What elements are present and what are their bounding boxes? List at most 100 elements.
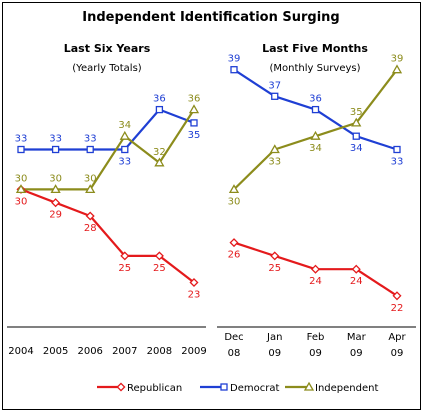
data-label-republican: 22 [391,303,404,314]
x-tick-label: 2004 [8,346,33,357]
legend-label: Independent [315,383,378,394]
data-label-democrat: 36 [153,94,166,105]
x-tick-label: 2007 [112,346,137,357]
data-point-democrat [393,145,401,154]
data-point-independent [269,144,280,154]
data-label-independent: 36 [188,94,201,105]
data-point-republican [120,251,130,261]
x-tick-label: Jan [266,332,282,343]
data-point-independent [154,157,165,167]
data-point-republican [85,211,95,221]
data-label-democrat: 33 [15,134,28,145]
data-label-democrat: 33 [49,134,62,145]
left-panel-subtitle: (Yearly Totals) [72,63,142,74]
data-label-independent: 30 [49,173,62,184]
series-line-republican [20,188,195,284]
data-point-democrat [17,145,25,154]
data-point-republican [51,198,61,208]
data-label-democrat: 33 [391,157,404,168]
data-point-republican [189,277,199,288]
x-tick-label: Apr [388,332,406,343]
data-point-republican [310,264,321,274]
legend-item-independent: Independent [285,381,378,394]
data-label-independent: 32 [153,147,166,158]
data-label-republican: 26 [228,250,241,261]
data-point-independent [351,117,362,127]
data-point-independent [228,184,240,194]
data-point-republican [351,264,361,274]
data-point-independent [50,184,61,194]
data-label-independent: 34 [309,143,322,154]
data-point-democrat [311,105,320,114]
x-tick-label: Feb [307,332,325,343]
data-point-democrat [155,105,164,114]
data-label-independent: 35 [350,107,363,118]
data-label-republican: 25 [153,263,166,274]
right-panel-subtitle: (Monthly Surveys) [269,63,360,74]
series-line-independent [21,109,195,191]
legend-marker-independent [303,381,315,391]
data-label-democrat: 33 [118,157,131,168]
legend-label: Democrat [230,383,279,394]
legend-marker-republican [116,382,126,392]
x-tick-label: 09 [391,348,404,359]
left-panel-title: Last Six Years [64,42,151,55]
panel-0: 2004 2005 2006 2007 2008 2009 30 29 28 25 25 23 33 33… [8,94,206,357]
series-line-democrat [21,108,195,151]
data-point-democrat [230,66,238,74]
legend-label: Republican [127,383,182,394]
x-tick-label: Dec [224,332,243,343]
x-tick-label: 2008 [147,346,172,357]
x-tick-label: 2005 [43,346,68,357]
x-tick-label: 08 [228,348,241,359]
data-point-republican [229,238,239,248]
data-label-independent: 33 [268,157,281,168]
panel-1: Dec 08 Jan 09 Feb 09 Mar 09 Apr 09 26 25 24 24 22 39 37 3… [224,54,406,359]
data-point-democrat [86,145,94,154]
data-label-republican: 29 [49,210,62,221]
data-point-republican [154,251,164,261]
data-point-independent [15,184,27,194]
data-label-republican: 24 [350,276,363,287]
data-point-independent [119,130,130,140]
x-tick-label: Mar [347,332,367,343]
data-point-democrat [352,132,360,140]
chart-title: Independent Identification Surging [82,10,339,25]
data-label-independent: 30 [15,173,28,184]
data-label-independent: 30 [228,196,241,207]
x-tick-label: 09 [309,348,322,359]
x-tick-label: 2006 [77,346,102,357]
x-tick-label: 09 [350,348,363,359]
legend-item-democrat: Democrat [200,383,279,394]
data-point-democrat [271,92,279,100]
data-label-republican: 28 [84,223,97,234]
x-tick-label: 09 [268,348,281,359]
right-panel-title: Last Five Months [262,42,368,55]
data-label-democrat: 34 [350,143,363,154]
x-tick-label: 2009 [181,346,206,357]
data-point-independent [188,104,200,114]
series-line-independent [233,69,398,191]
data-point-democrat [190,119,198,127]
data-label-independent: 39 [391,54,404,65]
data-label-republican: 30 [15,196,28,207]
data-label-republican: 25 [118,263,131,274]
data-label-independent: 30 [84,173,97,184]
data-point-republican [392,291,402,301]
data-point-independent [391,64,403,74]
data-label-republican: 25 [268,263,281,274]
legend-marker-democrat [220,383,228,391]
data-label-independent: 34 [118,120,131,131]
data-point-independent [310,130,321,140]
data-label-democrat: 35 [188,130,201,141]
data-label-republican: 23 [188,290,201,301]
data-label-democrat: 33 [84,134,97,145]
data-label-democrat: 36 [309,94,322,105]
data-point-democrat [51,145,60,154]
data-label-democrat: 39 [228,54,241,65]
data-label-republican: 24 [309,276,322,287]
data-point-independent [85,184,96,194]
data-point-republican [270,251,280,261]
